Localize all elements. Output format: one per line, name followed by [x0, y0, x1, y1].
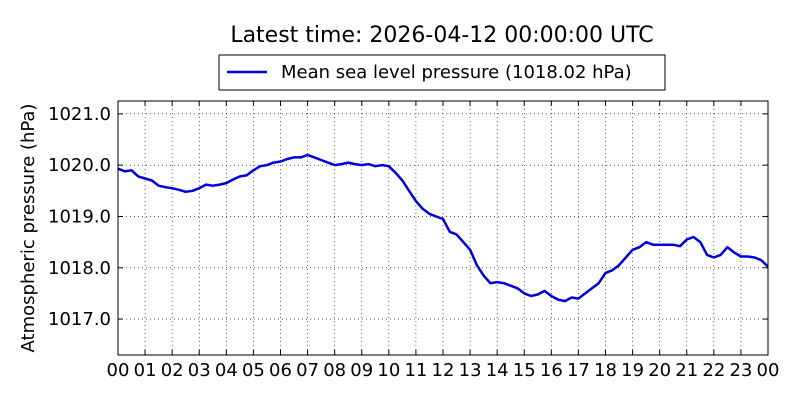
x-tick-label: 23 [729, 360, 752, 381]
x-tick-label: 00 [757, 360, 780, 381]
y-tick-label: 1018.0 [48, 258, 111, 279]
x-tick-label: 00 [107, 360, 130, 381]
legend-box [218, 54, 666, 91]
x-tick-label: 19 [621, 360, 644, 381]
x-tick-label: 07 [296, 360, 319, 381]
x-tick-label: 22 [702, 360, 725, 381]
chart-legend: Mean sea level pressure (1018.02 hPa) [218, 54, 666, 91]
x-tick-label: 08 [323, 360, 346, 381]
y-axis-label: Atmospheric pressure (hPa) [18, 104, 39, 353]
x-tick-label: 03 [188, 360, 211, 381]
x-tick-label: 13 [459, 360, 482, 381]
x-axis-tick-labels: 00 01 02 03 04 05 06 07 08 09 10 11 12 13 14 15 16 17 18 19… [107, 360, 780, 381]
grid-lines [118, 101, 768, 355]
x-tick-label: 10 [377, 360, 400, 381]
axis-ticks [117, 101, 769, 355]
x-tick-label: 17 [567, 360, 590, 381]
x-tick-label: 06 [269, 360, 292, 381]
x-tick-label: 15 [513, 360, 536, 381]
x-tick-label: 02 [161, 360, 184, 381]
x-tick-label: 05 [242, 360, 265, 381]
plot-area [117, 100, 769, 356]
y-tick-label: 1020.0 [48, 155, 111, 176]
chart-title: Latest time: 2026-04-12 00:00:00 UTC [230, 23, 653, 48]
x-tick-label: 12 [432, 360, 455, 381]
x-tick-label: 16 [540, 360, 563, 381]
y-tick-label: 1019.0 [48, 206, 111, 227]
legend-label: Mean sea level pressure (1018.02 hPa) [281, 62, 632, 83]
x-tick-label: 04 [215, 360, 238, 381]
x-tick-label: 21 [675, 360, 698, 381]
x-tick-label: 20 [648, 360, 671, 381]
y-tick-label: 1021.0 [48, 104, 111, 125]
x-tick-label: 18 [594, 360, 617, 381]
y-tick-label: 1017.0 [48, 309, 111, 330]
pressure-series-line [117, 153, 769, 303]
x-tick-label: 01 [134, 360, 157, 381]
x-tick-label: 14 [486, 360, 509, 381]
y-axis-tick-labels: 1017.0 1018.0 1019.0 1020.0 1021.0 [48, 104, 111, 330]
x-tick-label: 11 [404, 360, 427, 381]
plot-background [118, 101, 768, 355]
x-tick-label: 09 [350, 360, 373, 381]
